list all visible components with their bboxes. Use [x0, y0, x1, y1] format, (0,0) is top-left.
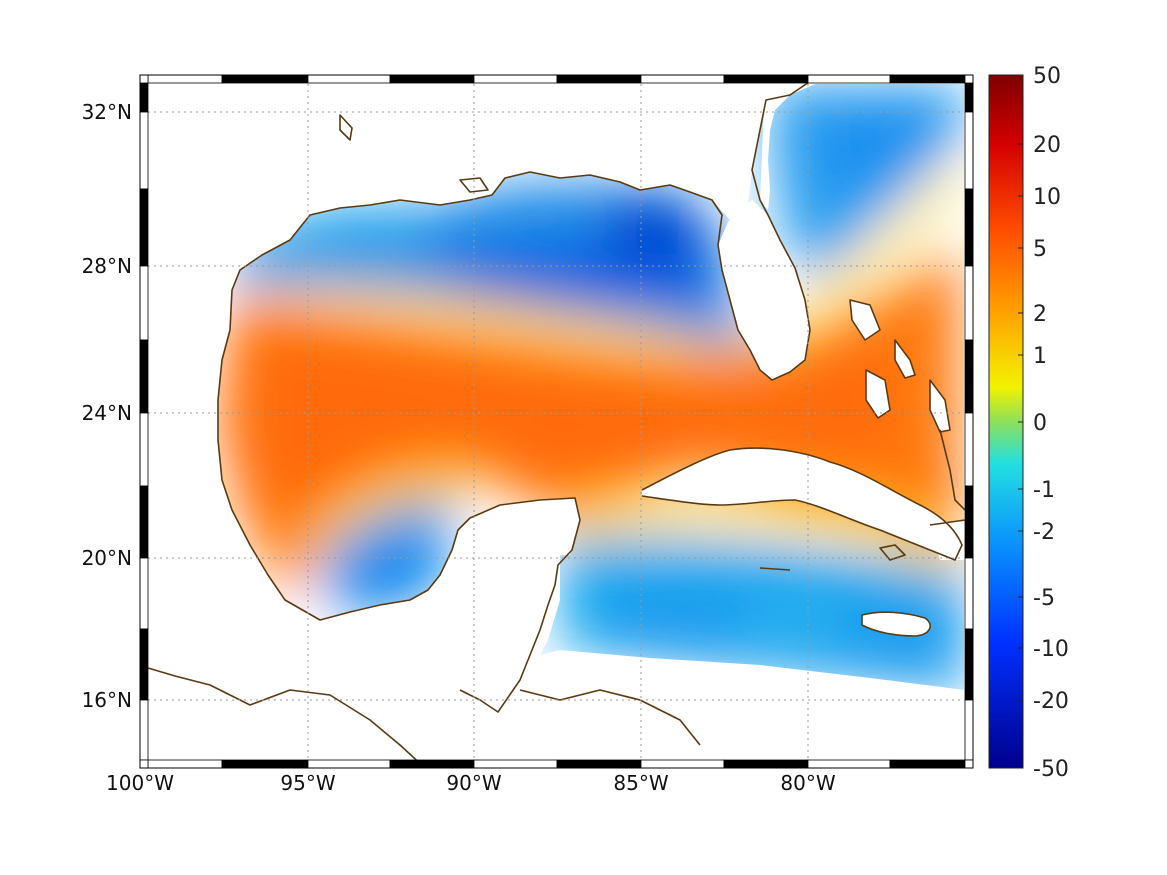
frame-segment [889, 759, 966, 769]
frame-segment [147, 759, 223, 769]
frame-segment [139, 188, 149, 267]
frame-segment [139, 412, 149, 487]
anomaly-field [148, 84, 964, 760]
frame-segment [147, 74, 223, 84]
graticule [148, 84, 964, 760]
frame-segment [964, 699, 974, 761]
colorbar: 50 20 10 5 2 1 0 -1 -2 -5 -10 -20 -50 [988, 64, 1069, 782]
frame-segment [473, 759, 558, 769]
frame-segment [307, 74, 391, 84]
frame-segment [723, 759, 809, 769]
colorbar-tick-label: 10 [1033, 185, 1061, 210]
frame-segment [964, 111, 974, 190]
frame-segment [964, 74, 974, 84]
frame-segment [556, 759, 642, 769]
colorbar-tick-label: 2 [1033, 302, 1047, 327]
frame-segment [139, 628, 149, 701]
frame-segment [964, 412, 974, 487]
colorbar-tick-label: -5 [1033, 586, 1055, 611]
frame-segment [640, 74, 725, 84]
frame-segment [640, 759, 725, 769]
frame-outline [139, 74, 974, 769]
frame-segment [389, 74, 475, 84]
colorbar-ticks [1018, 143, 1023, 701]
frame-segment [139, 82, 149, 113]
longitude-axis: 100°W 95°W 90°W 85°W 80°W [106, 771, 836, 795]
frame-segment [139, 265, 149, 341]
lat-tick-label: 16°N [82, 688, 132, 712]
frame-segment [807, 74, 891, 84]
frame-segment [139, 759, 149, 769]
frame-segment [139, 339, 149, 414]
frame-segment [389, 759, 475, 769]
lon-tick-label: 90°W [446, 771, 501, 795]
lon-tick-label: 85°W [613, 771, 668, 795]
lat-tick-label: 28°N [82, 254, 132, 278]
frame-segment [221, 74, 309, 84]
frame-segment [556, 74, 642, 84]
colorbar-tick-label: 1 [1033, 344, 1047, 369]
frame-segment [139, 111, 149, 190]
frame-segment [307, 759, 391, 769]
colorbar-tick-label: -1 [1033, 478, 1055, 503]
lat-tick-label: 32°N [82, 100, 132, 124]
frame-segment [221, 759, 309, 769]
frame-segment [964, 557, 974, 630]
latitude-axis: 32°N 28°N 24°N 20°N 16°N [82, 100, 132, 712]
coastlines [147, 77, 966, 769]
frame-segment [964, 485, 974, 559]
frame-segment [889, 74, 966, 84]
lon-tick-label: 95°W [280, 771, 335, 795]
frame-segment [964, 188, 974, 267]
frame-segment [139, 557, 149, 630]
colorbar-tick-label: -2 [1033, 520, 1055, 545]
land-mask [148, 84, 964, 760]
colorbar-tick-label: -20 [1033, 689, 1069, 714]
frame-segment [964, 759, 974, 769]
lat-tick-label: 20°N [82, 546, 132, 570]
colorbar-tick-label: -50 [1033, 757, 1069, 782]
frame-segment [964, 628, 974, 701]
frame-segment [139, 699, 149, 761]
frame-segment [807, 759, 891, 769]
colorbar-tick-label: 0 [1033, 411, 1047, 436]
frame-segment [723, 74, 809, 84]
colorbar-tick-label: 5 [1033, 237, 1047, 262]
map-frame [139, 74, 974, 769]
lat-tick-label: 24°N [82, 401, 132, 425]
colorbar-tick-label: -10 [1033, 637, 1069, 662]
lon-tick-label: 80°W [780, 771, 835, 795]
frame-segment [964, 82, 974, 113]
frame-segment [473, 74, 558, 84]
frame-segment [139, 74, 149, 84]
colorbar-gradient [988, 74, 1024, 769]
frame-segment [964, 339, 974, 414]
colorbar-tick-label: 20 [1033, 133, 1061, 158]
frame-segment [964, 265, 974, 341]
lon-tick-label: 100°W [106, 771, 174, 795]
colorbar-tick-label: 50 [1033, 64, 1061, 89]
frame-segment [139, 485, 149, 559]
